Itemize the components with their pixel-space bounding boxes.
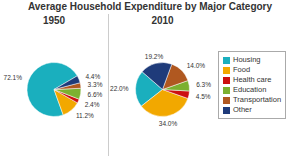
html-text:Health care: Health care <box>233 75 272 84</box>
html-text:Food: Food <box>233 65 251 74</box>
svg-text:4.5%: 4.5% <box>196 93 211 100</box>
html-text:Transportation: Transportation <box>233 95 282 104</box>
svg-text:6.3%: 6.3% <box>196 81 211 88</box>
html-text:Housing: Housing <box>233 55 261 64</box>
html-text:2010: 2010 <box>151 15 174 26</box>
html-text:Education: Education <box>233 85 267 94</box>
svg-text:2.4%: 2.4% <box>85 101 100 108</box>
svg-text:4.4%: 4.4% <box>85 73 100 80</box>
svg-text:6.6%: 6.6% <box>88 91 103 98</box>
html-text:Average Household Expenditure: Average Household Expenditure by Major C… <box>27 1 273 12</box>
html-text:1950: 1950 <box>42 15 66 26</box>
svg-text:22.0%: 22.0% <box>110 85 129 92</box>
svg-text:72.1%: 72.1% <box>8 74 22 81</box>
svg-text:19.2%: 19.2% <box>145 53 164 60</box>
svg-text:3.3%: 3.3% <box>88 81 103 88</box>
svg-text:34.0%: 34.0% <box>159 120 178 127</box>
svg-text:14.0%: 14.0% <box>187 62 206 69</box>
svg-text:11.2%: 11.2% <box>76 112 94 119</box>
html-text:Other: Other <box>233 105 252 114</box>
